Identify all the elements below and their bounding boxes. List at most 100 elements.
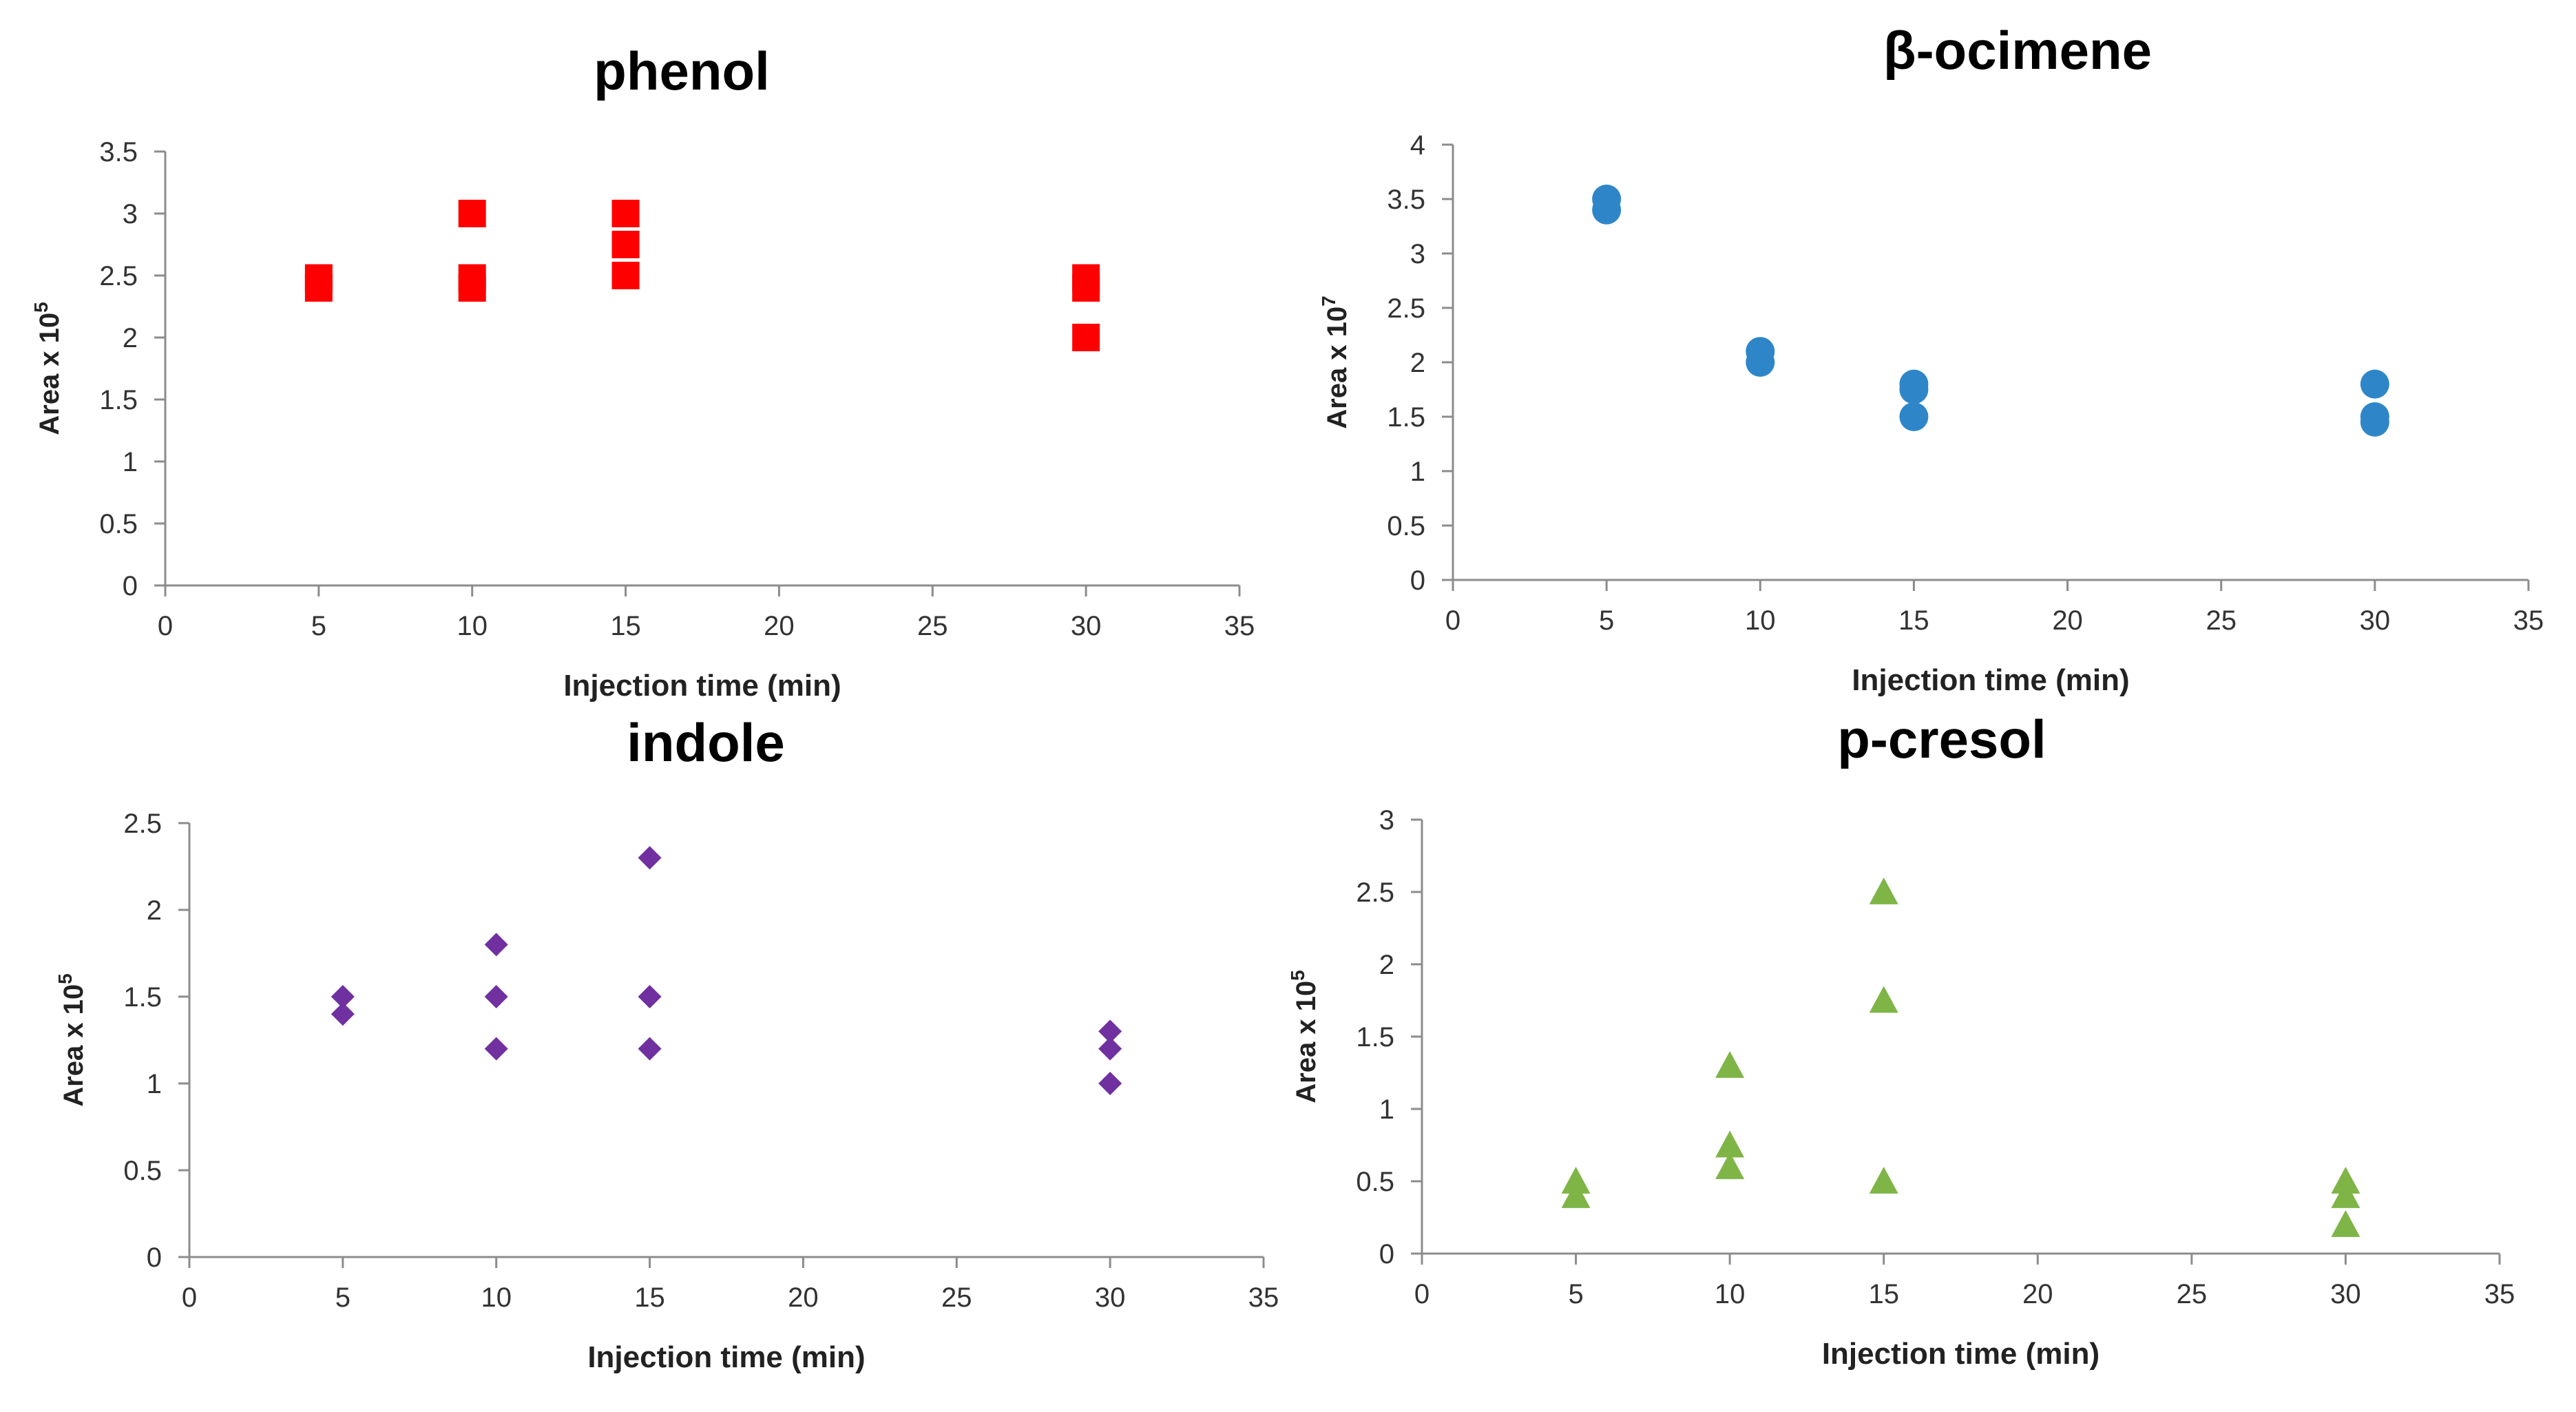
data-point <box>1561 1167 1591 1194</box>
data-point <box>484 1037 508 1061</box>
y-tick-label: 1 <box>147 1069 162 1099</box>
x-tick-label: 30 <box>1071 611 1102 641</box>
y-tick-label: 1 <box>123 447 138 477</box>
data-point <box>611 262 640 289</box>
y-tick-label: 2 <box>1379 950 1394 980</box>
chart-title: p-cresol <box>1837 709 2046 769</box>
chart-title: β-ocimene <box>1883 20 2152 81</box>
data-point <box>1072 264 1100 292</box>
y-tick-label: 0 <box>1410 565 1425 596</box>
data-point <box>638 1037 662 1061</box>
x-tick-label: 15 <box>1898 605 1929 636</box>
y-axis-label-exponent: 5 <box>1287 970 1308 981</box>
data-point <box>1715 1130 1745 1158</box>
chart-svg: p-cresol 0 5 10 15 20 25 30 35 0 0.5 1 1.5 2 2.5 3 Injec… <box>1287 709 2515 1371</box>
data-point <box>1746 337 1775 366</box>
y-tick-label: 1.5 <box>123 982 162 1013</box>
x-tick-label: 35 <box>1248 1283 1279 1313</box>
data-point <box>1869 986 1898 1013</box>
data-point <box>1715 1152 1745 1179</box>
y-axis-label: Area x 105 <box>54 973 89 1107</box>
x-tick-label: 5 <box>1568 1279 1583 1309</box>
chart-phenol: phenol 0 5 10 15 20 25 30 35 0 0.5 1 1.5 2 2.5 3 3.5 Inje… <box>0 0 1288 706</box>
data-point <box>2331 1167 2360 1194</box>
y-tick-label: 0.5 <box>99 509 138 539</box>
y-tick-label: 2.5 <box>1387 293 1425 324</box>
y-tick-label: 1.5 <box>1387 402 1425 433</box>
x-tick-label: 25 <box>941 1283 972 1313</box>
chart-indole: indole 0 5 10 15 20 25 30 35 0 0.5 1 1.5 2 2.5 Injectio… <box>0 706 1288 1412</box>
chart-title: indole <box>627 712 785 773</box>
x-tick-label: 30 <box>2330 1279 2361 1309</box>
data-point <box>458 264 486 292</box>
chart-p-cresol: p-cresol 0 5 10 15 20 25 30 35 0 0.5 1 1.5 2 2.5 3 Injec… <box>1287 706 2576 1412</box>
y-tick-label: 0.5 <box>1356 1167 1394 1197</box>
x-tick-label: 20 <box>788 1283 819 1313</box>
y-axis-label-exponent: 7 <box>1318 295 1339 307</box>
x-tick-label: 0 <box>158 611 173 641</box>
data-point <box>2360 369 2389 399</box>
x-tick-label: 15 <box>634 1283 665 1313</box>
data-point <box>611 200 640 227</box>
x-axis-label: Injection time (min) <box>563 669 841 703</box>
y-tick-label: 2 <box>1410 348 1425 378</box>
x-tick-label: 5 <box>1599 605 1614 636</box>
y-tick-label: 1 <box>1379 1094 1394 1125</box>
x-axis-label: Injection time (min) <box>587 1340 865 1374</box>
data-point <box>1715 1051 1745 1078</box>
y-tick-label: 3 <box>123 199 138 229</box>
data-point <box>1899 402 1929 431</box>
y-tick-label: 1 <box>1410 457 1425 487</box>
y-axis-label: Area x 105 <box>30 302 65 435</box>
chart-svg: phenol 0 5 10 15 20 25 30 35 0 0.5 1 1.5 2 2.5 3 3.5 Inje… <box>30 41 1255 703</box>
x-tick-label: 35 <box>2484 1279 2515 1309</box>
data-point <box>611 231 640 258</box>
chart-title: phenol <box>594 41 770 101</box>
data-point <box>1098 1019 1122 1044</box>
y-axis-label: Area x 107 <box>1318 295 1352 429</box>
chart-beta-ocimene: β-ocimene 0 5 10 15 20 25 30 35 0 0.5 1 1.5 2 2.5 3 3.5 4… <box>1288 0 2576 706</box>
data-point <box>331 985 355 1008</box>
data-point <box>484 985 508 1008</box>
x-tick-label: 0 <box>1445 605 1460 636</box>
x-tick-label: 35 <box>1224 611 1255 641</box>
y-tick-label: 1.5 <box>99 385 138 415</box>
data-point <box>2360 402 2389 431</box>
x-tick-label: 10 <box>481 1283 512 1313</box>
data-point <box>1869 878 1898 904</box>
x-tick-label: 20 <box>2052 605 2083 636</box>
data-point <box>2331 1210 2360 1237</box>
y-tick-label: 2.5 <box>99 261 138 291</box>
x-tick-label: 0 <box>182 1283 197 1313</box>
chart-svg: indole 0 5 10 15 20 25 30 35 0 0.5 1 1.5 2 2.5 Injectio… <box>54 712 1279 1374</box>
y-axis-label-base: Area x 10 <box>1322 307 1352 429</box>
y-tick-label: 0 <box>123 571 138 601</box>
data-point <box>1899 369 1929 399</box>
data-point <box>331 1002 355 1026</box>
x-tick-label: 10 <box>457 611 488 641</box>
y-axis-label-exponent: 5 <box>54 973 76 984</box>
y-tick-label: 2 <box>123 323 138 353</box>
y-tick-label: 2.5 <box>1356 878 1394 908</box>
data-point <box>2331 1181 2360 1208</box>
x-tick-label: 10 <box>1715 1279 1746 1309</box>
x-tick-label: 30 <box>2360 605 2391 636</box>
data-point <box>484 933 508 957</box>
y-tick-label: 1.5 <box>1356 1022 1394 1052</box>
x-tick-label: 25 <box>2177 1279 2208 1309</box>
data-point <box>304 264 333 292</box>
chart-svg: β-ocimene 0 5 10 15 20 25 30 35 0 0.5 1 1.5 2 2.5 3 3.5 4… <box>1318 20 2544 697</box>
x-tick-label: 20 <box>764 611 795 641</box>
y-axis-label-base: Area x 10 <box>1291 981 1321 1103</box>
y-tick-label: 3.5 <box>99 137 138 167</box>
data-point <box>1592 185 1622 214</box>
y-tick-label: 0 <box>1379 1239 1394 1269</box>
data-point <box>1869 1167 1898 1194</box>
y-tick-label: 3 <box>1379 805 1394 835</box>
y-axis-label-exponent: 5 <box>30 302 52 313</box>
y-tick-label: 3.5 <box>1387 185 1425 215</box>
y-tick-label: 0.5 <box>123 1156 162 1186</box>
x-tick-label: 15 <box>610 611 641 641</box>
data-point <box>1098 1072 1122 1095</box>
